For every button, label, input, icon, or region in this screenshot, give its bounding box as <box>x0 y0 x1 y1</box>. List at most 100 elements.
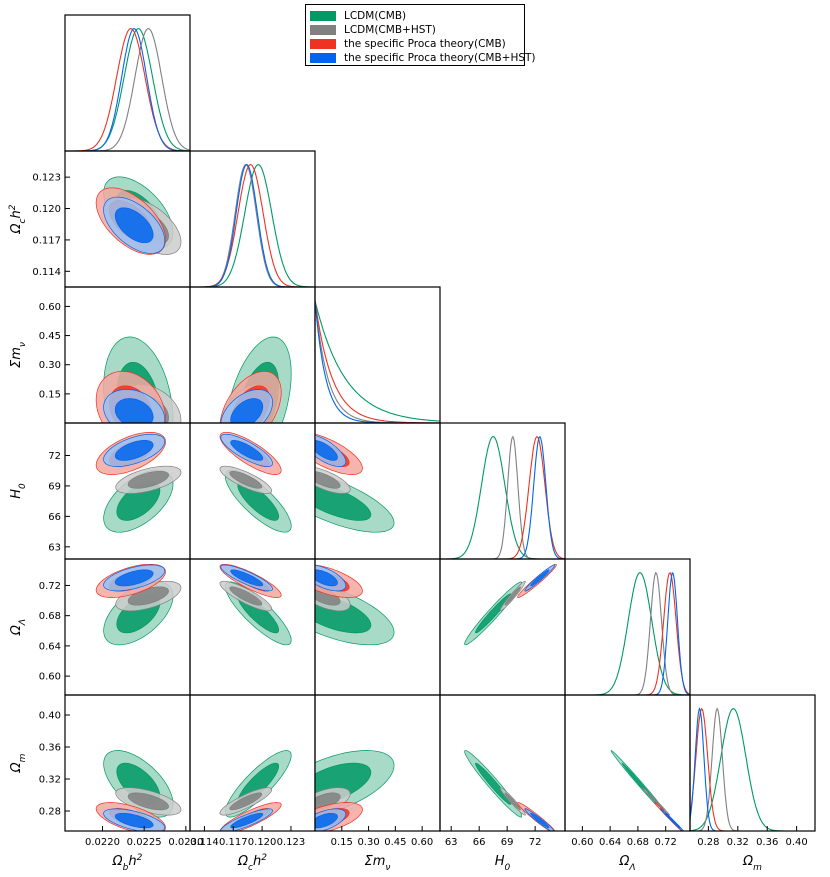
y-axis-label: Ωm <box>9 753 28 773</box>
contour <box>504 586 521 606</box>
legend-item: LCDM(CMB+HST) <box>310 23 436 37</box>
contour <box>530 812 550 829</box>
legend-label: LCDM(CMB+HST) <box>344 24 436 36</box>
marginal-curve <box>315 300 440 423</box>
contour <box>230 812 264 829</box>
panel-5-0 <box>95 750 182 831</box>
contour <box>315 812 338 829</box>
legend-label: the specific Proca theory(CMB) <box>344 38 506 50</box>
panel-3-0 <box>95 431 182 533</box>
legend-label: LCDM(CMB) <box>344 10 407 22</box>
x-axis-label: Ωm <box>742 854 762 873</box>
contour <box>664 812 681 829</box>
x-tick-label: 0.68 <box>627 837 649 848</box>
y-tick-label: 0.64 <box>39 641 61 652</box>
x-tick-label: 0.45 <box>384 837 406 848</box>
panel-5-2 <box>315 750 395 831</box>
panel-2-1 <box>219 336 292 423</box>
contour <box>230 398 264 423</box>
panel-frame <box>439 694 566 832</box>
x-axis-label: ΩΛ <box>618 854 635 873</box>
marginal-curve <box>65 28 190 151</box>
x-tick-label: 0.60 <box>571 837 593 848</box>
panel-5-1 <box>219 750 292 831</box>
x-tick-label: 0.120 <box>248 837 277 848</box>
panel-5-5 <box>690 707 815 831</box>
contour <box>127 471 169 489</box>
y-tick-label: 0.40 <box>39 711 61 722</box>
y-tick-label: 0.114 <box>32 267 61 278</box>
y-tick-label: 0.68 <box>39 611 61 622</box>
contour <box>114 569 154 587</box>
contour <box>530 569 550 587</box>
contour <box>475 762 512 805</box>
marginal-curve <box>315 300 440 423</box>
legend-swatch-lcdm-cmb <box>310 11 336 21</box>
contour <box>114 207 154 244</box>
legend-item: the specific Proca theory(CMB+HST) <box>310 51 536 65</box>
contour <box>504 792 522 811</box>
marginal-curve <box>190 164 315 287</box>
legend: LCDM(CMB) LCDM(CMB+HST) the specific Pro… <box>305 4 536 66</box>
panel-4-1 <box>219 563 292 646</box>
contour <box>229 792 263 811</box>
panel-frame <box>564 694 691 832</box>
y-tick-label: 0.123 <box>32 173 61 184</box>
legend-swatch-proca-cmb-hst <box>310 53 336 63</box>
contour <box>315 569 338 587</box>
contour <box>230 440 264 461</box>
marginal-curve <box>565 571 690 695</box>
legend-item: LCDM(CMB) <box>310 9 406 23</box>
marginal-curve <box>65 28 190 151</box>
x-tick-label: 0.36 <box>756 837 778 848</box>
panel-5-3 <box>464 750 556 831</box>
contour <box>229 586 263 606</box>
marginal-curve <box>690 708 815 831</box>
y-tick-label: 0.72 <box>39 581 61 592</box>
x-tick-label: 63 <box>445 837 458 848</box>
contour <box>230 569 264 587</box>
panel-3-2 <box>315 433 395 533</box>
x-tick-label: 0.28 <box>697 837 719 848</box>
x-tick-label: 0.0225 <box>127 837 162 848</box>
panel-3-3 <box>440 435 565 559</box>
x-tick-label: 0.32 <box>727 837 749 848</box>
contour <box>127 792 169 811</box>
contour <box>114 812 154 829</box>
panel-1-0 <box>95 176 182 255</box>
x-tick-label: 0.0230 <box>168 837 203 848</box>
panel-4-3 <box>464 563 557 646</box>
y-tick-label: 0.117 <box>32 235 61 246</box>
y-axis-label: Ωch2 <box>8 204 28 234</box>
marginal-curve <box>315 300 440 422</box>
y-tick-label: 0.36 <box>39 743 61 754</box>
marginal-curve <box>65 28 190 151</box>
y-axis-label: Σmν <box>9 342 28 368</box>
contour <box>315 482 372 521</box>
panel-2-2 <box>315 300 440 423</box>
marginal-curve <box>440 435 565 559</box>
marginal-curve <box>565 571 690 695</box>
marginal-curve <box>440 435 565 559</box>
contour <box>229 471 263 489</box>
contour <box>127 586 169 606</box>
x-tick-label: 0.114 <box>190 837 219 848</box>
y-axis-label: H0 <box>9 483 28 499</box>
y-tick-label: 63 <box>48 542 61 553</box>
x-tick-label: 69 <box>501 837 514 848</box>
legend-swatch-proca-cmb <box>310 39 336 49</box>
marginal-curve <box>440 435 565 559</box>
marginal-curve <box>690 707 815 831</box>
x-tick-label: 0.40 <box>785 837 807 848</box>
y-tick-label: 0.30 <box>39 360 61 371</box>
x-tick-label: 0.123 <box>277 837 306 848</box>
x-axis-label: Ωch2 <box>237 853 267 873</box>
y-axis-label: ΩΛ <box>9 619 28 636</box>
y-tick-label: 72 <box>48 451 61 462</box>
y-tick-label: 0.32 <box>39 775 61 786</box>
y-tick-label: 69 <box>48 481 61 492</box>
panel-frame <box>689 694 816 832</box>
x-tick-label: 0.64 <box>599 837 621 848</box>
legend-item: the specific Proca theory(CMB) <box>310 37 506 51</box>
